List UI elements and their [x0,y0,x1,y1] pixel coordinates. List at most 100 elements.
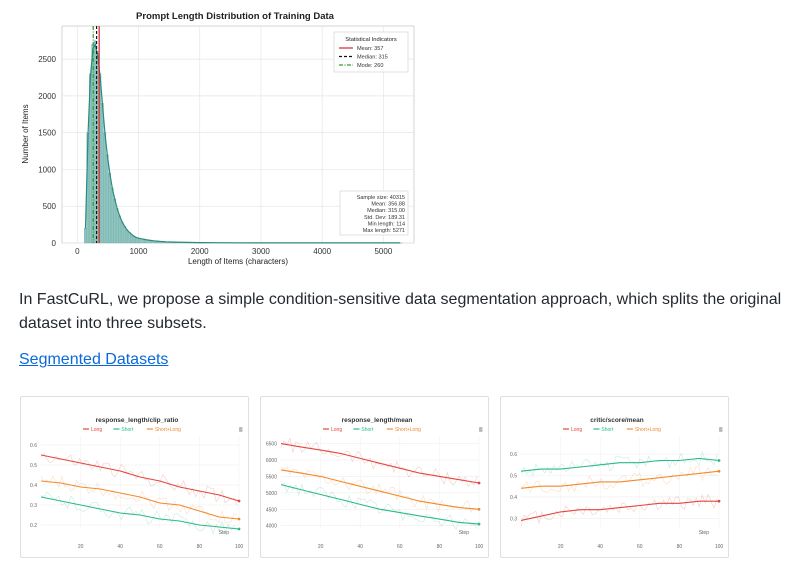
legend-label: Mean: 357 [357,46,383,52]
legend-label: Short [121,427,134,433]
y-tick-label: 500 [43,202,57,211]
step-label: Step [459,530,470,536]
series-line [520,470,720,489]
stats-line: Max length: 5271 [363,228,405,234]
histogram-bar [128,232,131,244]
histogram-bar [103,132,107,244]
stats-line: Min length: 114 [368,221,405,227]
x-tick-labels: 0 1000 2000 3000 4000 5000 [75,247,393,256]
x-tick-label: 40 [117,544,123,550]
x-tick-labels: 20 40 60 80 100 [78,544,244,550]
options-icon[interactable] [719,427,723,432]
x-tick-label: 80 [197,544,203,550]
x-tick-label: 60 [157,544,163,550]
y-tick-label: 0 [52,239,57,248]
y-tick-label: 0.5 [510,474,517,480]
mini-grid [281,437,480,529]
series-end-point [477,481,481,485]
x-tick-label: 20 [558,544,564,550]
clip-ratio-chart: response_length/clip_ratio Long Short Shor… [30,417,244,550]
x-tick-label: 40 [357,544,363,550]
critic-score-chart: critic/score/mean Long Short Short+Long 0.… [510,417,724,550]
series-end-point [717,469,721,473]
stats-line: Median: 315.00 [367,208,405,214]
stats-line: Std. Dev: 189.31 [364,215,405,221]
x-tick-labels: 20 40 60 80 100 [558,544,724,550]
series-end-point [237,499,241,503]
histogram-bar [108,172,111,244]
options-icon[interactable] [479,427,483,432]
mini-legend: Long Short Short+Long [83,427,181,433]
mini-chart-title: response_length/mean [342,417,413,424]
y-tick-label: 5000 [266,491,277,497]
series-line [40,454,240,502]
y-tick-label: 4500 [266,507,277,513]
raw-series-line [40,475,238,524]
histogram-bar [93,40,97,244]
legend-label: Short+Long [155,427,181,433]
y-tick-label: 0.4 [510,495,517,501]
x-tick-label: 2000 [191,247,209,256]
stats-line: Sample size: 40315 [357,195,405,201]
y-tick-label: 0.3 [30,503,37,509]
x-tick-label: 20 [318,544,324,550]
smoothed-series [280,443,481,526]
histogram-bar [111,187,114,244]
x-tick-label: 5000 [374,247,392,256]
series-end-point [237,517,241,521]
options-icon[interactable] [239,427,243,432]
y-tick-labels: 0.2 0.3 0.4 0.5 0.6 [30,443,37,529]
y-tick-label: 1500 [38,129,56,138]
raw-series-line [40,452,238,506]
chart-card-response-length: response_length/mean Long Short Short+Long… [260,396,489,558]
chart-card-clip-ratio: response_length/clip_ratio Long Short Shor… [20,396,249,558]
legend-label: Short [601,427,614,433]
legend-label: Long [571,427,582,433]
step-label: Step [219,530,230,536]
legend-label: Long [91,427,102,433]
histogram-bar [106,154,109,244]
raw-series-line [280,437,478,488]
y-tick-label: 5500 [266,474,277,480]
raw-series-line [520,493,718,527]
legend-label: Short+Long [635,427,661,433]
y-tick-label: 6000 [266,458,277,464]
x-tick-label: 20 [78,544,84,550]
raw-series-line [520,466,718,494]
series-end-point [717,459,721,462]
histogram-bar [113,198,116,244]
raw-series-line [280,482,478,530]
legend-label: Median: 315 [357,55,388,61]
x-tick-label: 40 [597,544,603,550]
x-tick-label: 80 [437,544,443,550]
y-tick-labels: 0.3 0.4 0.5 0.6 [510,452,517,522]
legend-label: Mode: 260 [357,63,383,69]
mini-grid [41,437,240,529]
kde-curve [84,43,400,244]
reference-lines [92,26,100,243]
segmented-datasets-link[interactable]: Segmented Datasets [19,351,169,368]
series-line [40,496,240,530]
chart-card-critic-score: critic/score/mean Long Short Short+Long 0.… [500,396,729,558]
y-tick-label: 2000 [38,92,56,101]
series-line [520,457,720,472]
histogram-bar [115,208,119,244]
legend-label: Short [361,427,374,433]
mini-chart-title: critic/score/mean [590,417,644,424]
x-tick-label: 60 [397,544,403,550]
series-line [520,500,719,521]
series-end-point [477,522,481,526]
x-tick-label: 100 [235,544,244,550]
series-line [280,469,480,510]
x-tick-label: 80 [677,544,683,550]
x-tick-labels: 20 40 60 80 100 [318,544,484,550]
series-end-point [237,527,241,531]
raw-series [280,437,478,530]
legend: Statistical Indicators Mean: 357 Median: … [333,31,409,73]
y-tick-label: 0.5 [30,463,37,469]
stats-line: Mean: 356.88 [371,202,405,208]
y-tick-label: 0.2 [30,523,37,529]
x-tick-label: 60 [637,544,643,550]
y-tick-label: 0.4 [30,483,37,489]
